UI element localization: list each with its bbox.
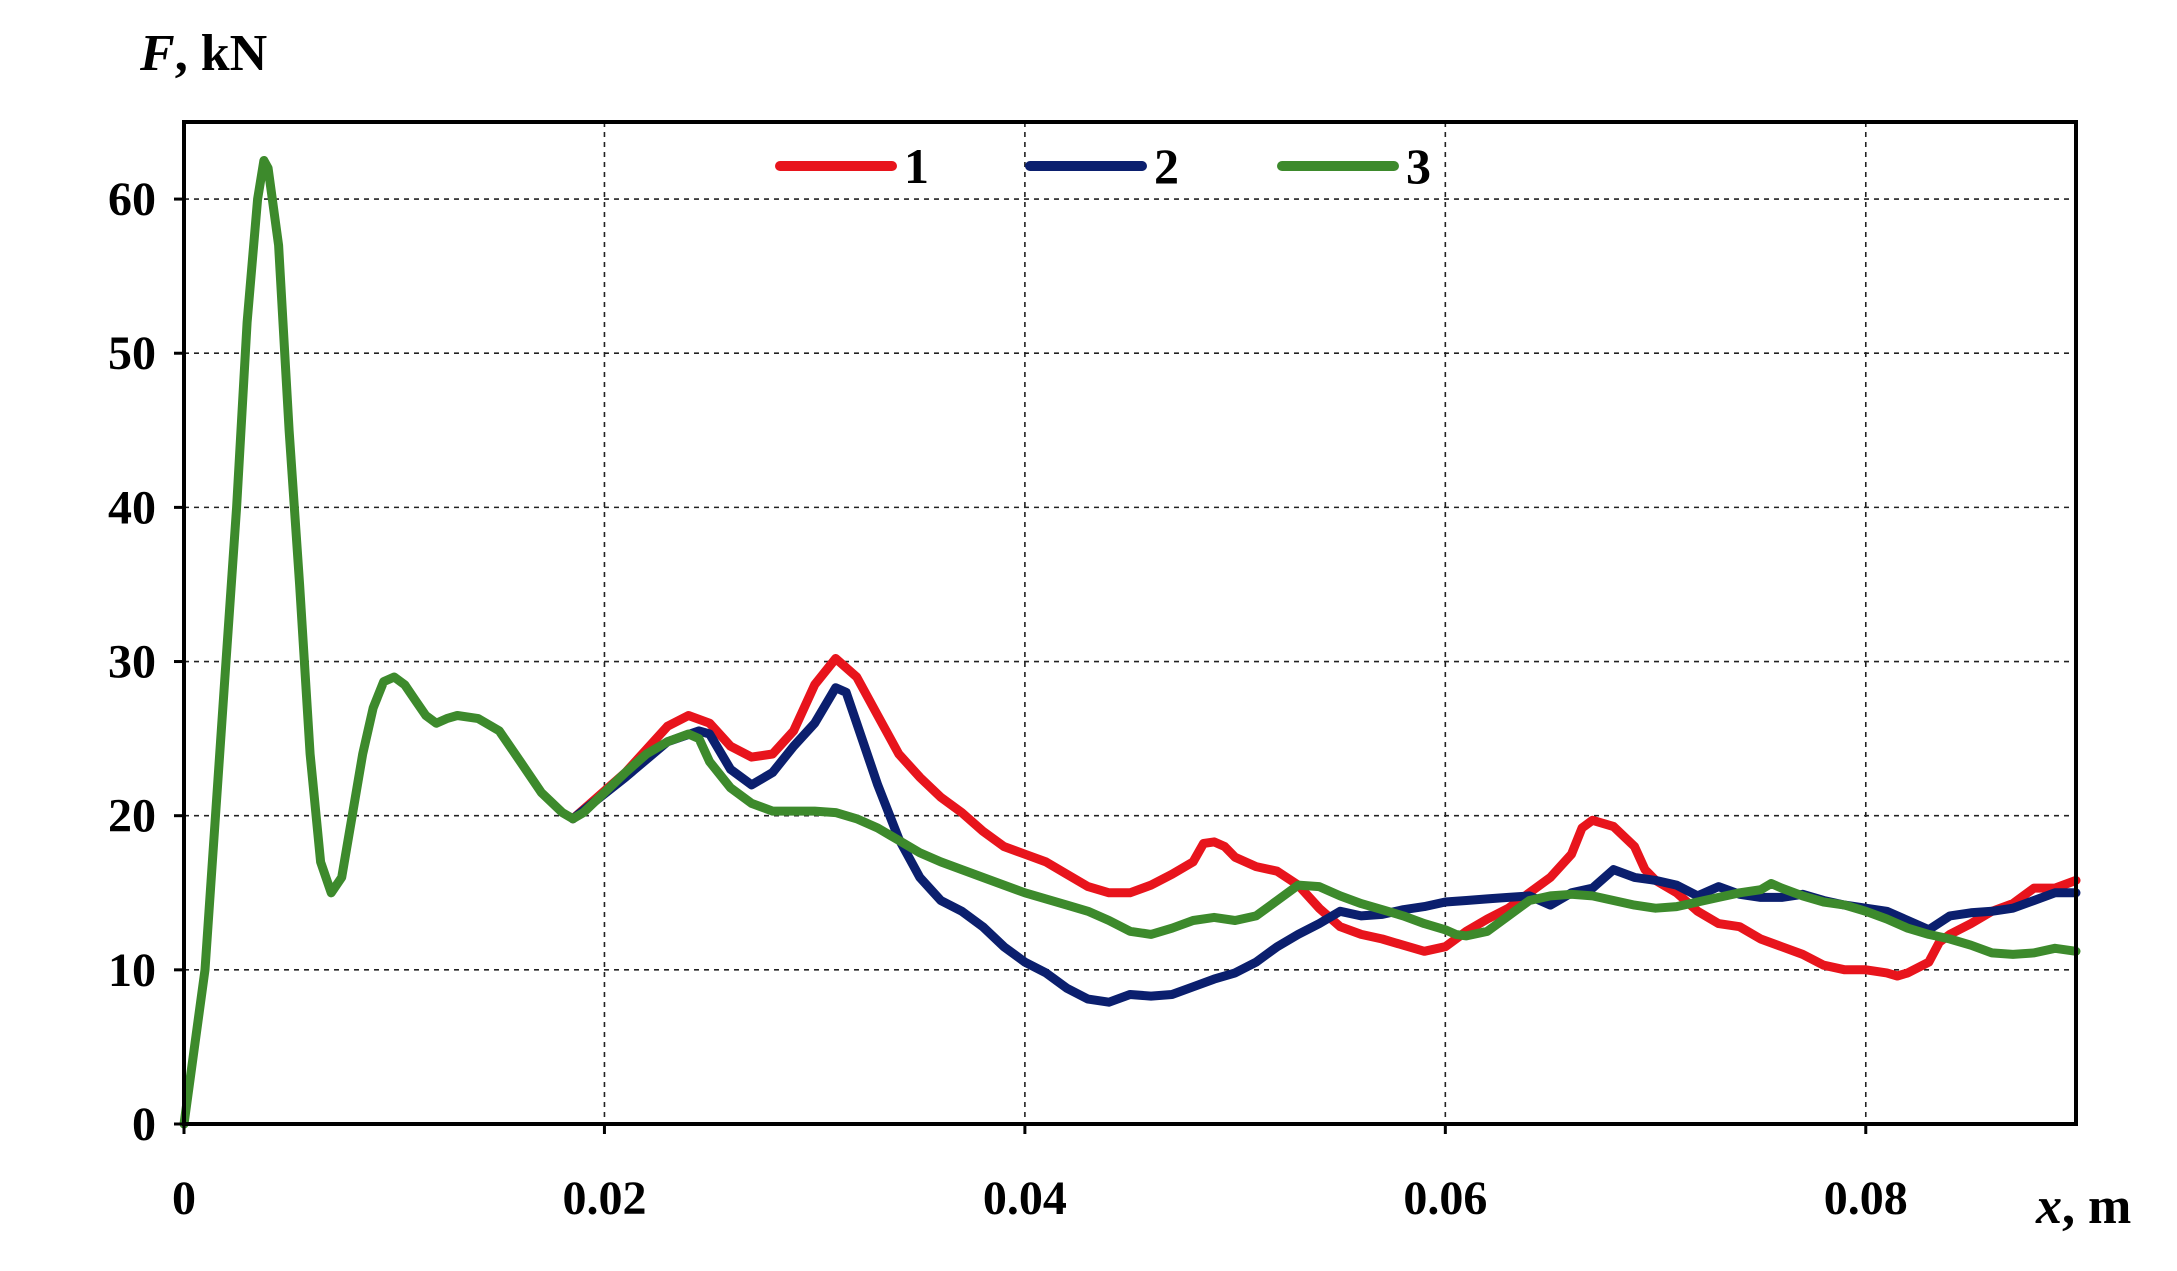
y-tick-label: 30: [108, 636, 156, 689]
x-tick-label: 0: [172, 1172, 196, 1225]
tick-labels: 0 10 20 30 40 50 60 0 0.02 0.04 0.06 0.08: [108, 173, 1908, 1225]
x-axis-symbol: x: [2035, 1178, 2062, 1235]
legend-label-3: 3: [1406, 138, 1431, 194]
x-tick-label: 0.04: [983, 1172, 1067, 1225]
y-tick-label: 10: [108, 944, 156, 997]
y-axis-symbol: F: [139, 25, 175, 82]
y-axis-unit: , kN: [175, 25, 267, 82]
x-tick-label: 0.06: [1403, 1172, 1487, 1225]
series-line-3: [179, 156, 2081, 1129]
x-tick-label: 0.02: [562, 1172, 646, 1225]
legend-label-1: 1: [904, 138, 929, 194]
legend-label-2: 2: [1154, 138, 1179, 194]
y-tick-label: 40: [108, 481, 156, 534]
tick-marks: [174, 197, 1868, 1134]
y-tick-label: 20: [108, 790, 156, 843]
x-axis-unit: , m: [2062, 1178, 2131, 1235]
y-tick-label: 60: [108, 173, 156, 226]
series-lines: [179, 156, 2081, 1129]
x-tick-label: 0.08: [1824, 1172, 1908, 1225]
y-axis-title: F, kN: [139, 25, 267, 82]
y-tick-label: 50: [108, 327, 156, 380]
y-tick-label: 0: [132, 1098, 156, 1151]
x-axis-title: x, m: [2035, 1178, 2131, 1235]
grid-lines: [184, 122, 2076, 1124]
series-line-2: [568, 683, 2081, 1007]
legend: 1 2 3: [775, 138, 1431, 194]
plot-frame: [182, 120, 2078, 1126]
series-line-1: [568, 654, 2081, 981]
